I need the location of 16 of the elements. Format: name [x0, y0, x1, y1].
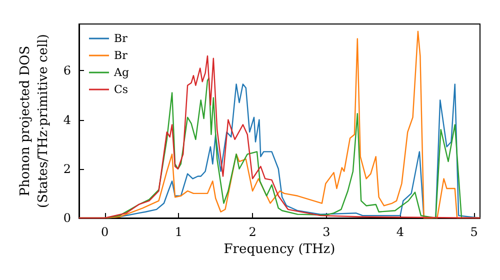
x-tick-label: 2: [248, 225, 256, 239]
x-tick-label: 1: [174, 225, 183, 239]
x-axis-title: Frequency (THz): [224, 242, 336, 257]
x-tick-label: 3: [322, 225, 330, 239]
y-axis-title: Phonon projected DOS (States/THz·primitive cell): [18, 34, 51, 208]
x-tick-label: 4: [396, 225, 404, 239]
legend-label: Br: [114, 32, 128, 45]
y-tick-label: 0: [63, 211, 71, 225]
y-tick-label: 2: [63, 162, 71, 176]
x-tick-label: 0: [101, 225, 109, 239]
y-tick-label: 4: [63, 112, 72, 127]
legend-label: Br: [114, 49, 128, 62]
x-tick-label: 5: [470, 225, 478, 239]
legend-label: Ag: [113, 66, 129, 79]
y-tick-label: 6: [63, 64, 71, 78]
legend-label: Cs: [114, 83, 128, 96]
